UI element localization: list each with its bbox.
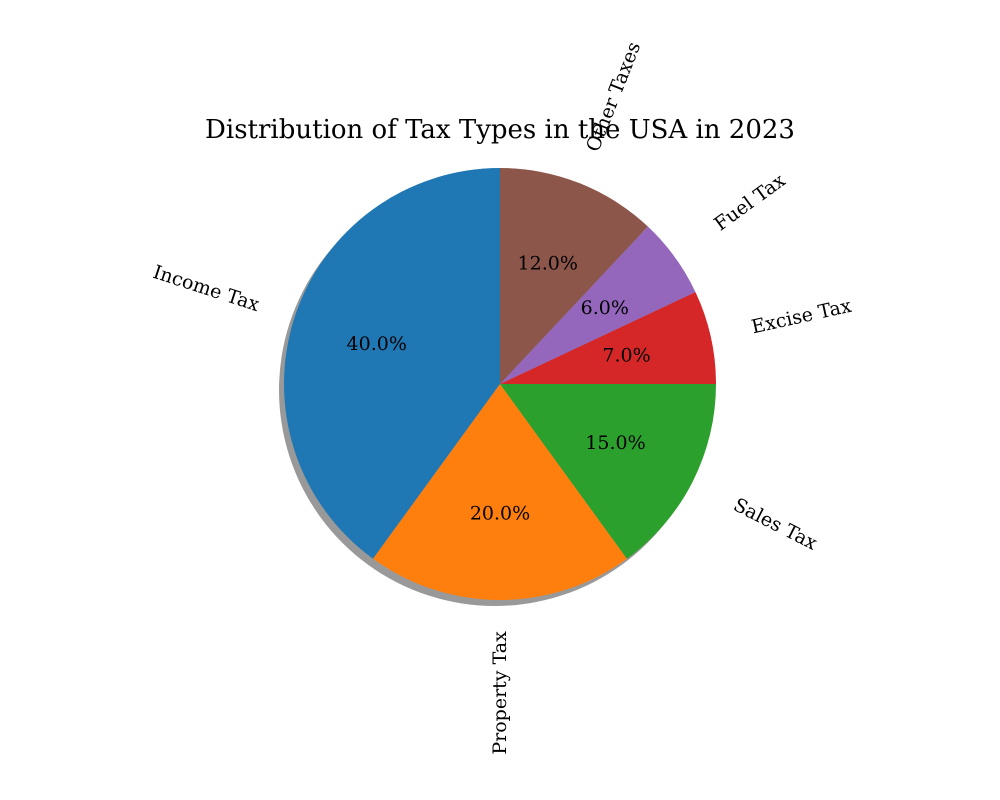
slice-excise-tax [500,292,716,384]
slice-sales-tax [500,384,716,559]
category-label-property-tax: Property Tax [489,631,511,755]
percent-label-fuel-tax: 6.0% [581,297,629,319]
category-label-fuel-tax: Fuel Tax [710,169,790,235]
percent-label-income-tax: 40.0% [347,333,407,355]
slice-fuel-tax [500,226,696,384]
pie-slices [283,168,716,601]
pie-percent-labels: 40.0% 20.0% 15.0% 7.0% 6.0%12.0% [347,253,651,525]
category-label-income-tax: Income Tax [150,261,262,316]
percent-label-excise-tax: 7.0% [602,345,650,367]
percent-label-other-taxes: 12.0% [518,253,578,275]
slice-other-taxes [500,168,648,384]
category-label-sales-tax: Sales Tax [730,494,821,555]
slice-income-tax [283,168,500,559]
category-label-excise-tax: Excise Tax [749,295,853,339]
slice-property-tax [373,384,627,601]
chart-title: Distribution of Tax Types in the USA in … [205,115,795,145]
percent-label-property-tax: 20.0% [470,503,530,525]
percent-label-sales-tax: 15.0% [585,432,645,454]
